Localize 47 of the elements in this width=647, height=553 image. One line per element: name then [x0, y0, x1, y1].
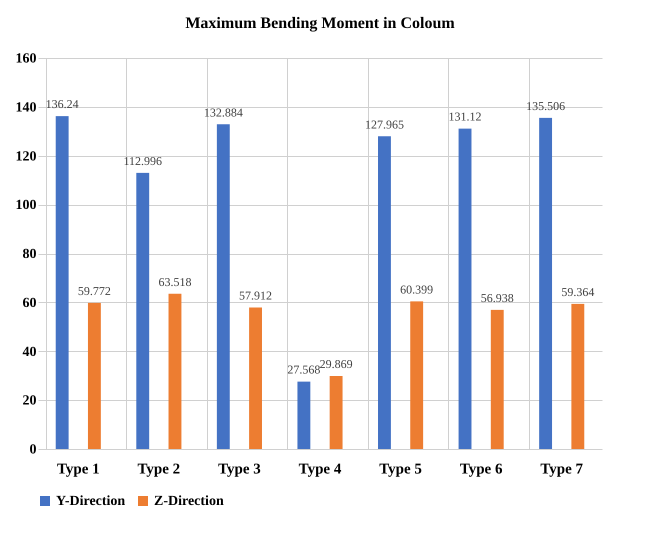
x-tick-label: Type 2 — [138, 462, 180, 478]
x-tick-label: Type 5 — [379, 462, 422, 478]
y-tick-label: 20 — [22, 394, 36, 409]
data-label: 136.24 — [46, 97, 79, 112]
data-label: 63.518 — [158, 274, 192, 289]
y-tick-label: 40 — [22, 344, 36, 360]
chart-title: Maximum Bending Moment in Coloum — [185, 15, 456, 32]
bar — [330, 376, 343, 449]
bar — [56, 116, 69, 449]
bar — [410, 301, 424, 449]
data-label: 29.869 — [320, 357, 353, 372]
data-label: 132.884 — [204, 105, 243, 120]
bar — [168, 294, 182, 449]
y-tick-label: 60 — [22, 296, 36, 311]
data-label: 57.912 — [239, 288, 272, 302]
bar — [571, 304, 584, 449]
bar — [136, 172, 150, 449]
bar — [216, 124, 230, 449]
data-label: 27.568 — [287, 362, 320, 377]
bar — [490, 310, 504, 449]
bar — [458, 128, 472, 449]
data-label: 127.965 — [364, 117, 404, 132]
y-tick-label: 0 — [30, 442, 36, 458]
bar — [297, 382, 310, 449]
y-tick-label: 160 — [16, 52, 36, 66]
x-tick-label: Type 4 — [298, 462, 342, 478]
y-tick-label: 100 — [16, 198, 36, 214]
data-label: 59.772 — [78, 284, 111, 298]
bar — [539, 118, 552, 449]
data-label: 59.364 — [561, 284, 594, 299]
bar — [88, 302, 101, 449]
data-label: 135.506 — [526, 98, 566, 113]
data-label: 56.938 — [480, 290, 514, 305]
x-tick-label: Type 1 — [56, 462, 100, 478]
x-tick-label: Type 3 — [218, 462, 261, 478]
bar — [378, 136, 391, 449]
data-label: 112.996 — [123, 154, 162, 168]
bar — [249, 307, 262, 449]
y-tick-label: 80 — [22, 247, 36, 262]
x-tick-label: Type 7 — [540, 462, 584, 478]
data-label: 131.12 — [448, 110, 482, 124]
x-tick-label: Type 6 — [460, 462, 503, 478]
y-tick-label: 120 — [16, 149, 36, 164]
y-tick-label: 140 — [16, 100, 36, 116]
legend-label: Z-Direction — [154, 494, 224, 509]
legend-label: Y-Direction — [56, 494, 126, 509]
data-label: 60.399 — [400, 282, 434, 296]
